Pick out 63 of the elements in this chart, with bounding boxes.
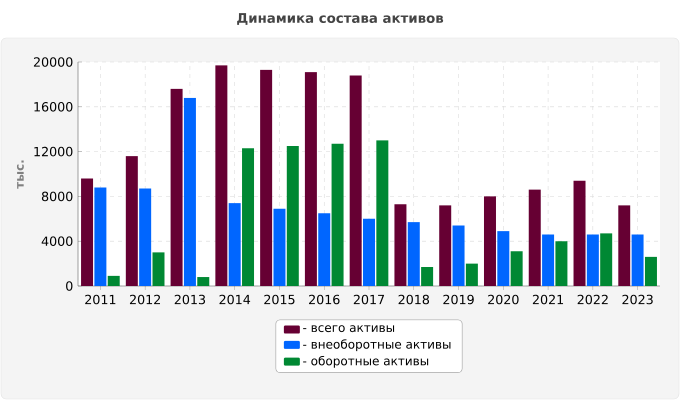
x-tick-label: 2021 [532,294,564,304]
y-tick-label: 4000 [42,236,72,246]
bar [286,146,299,286]
bar [466,264,478,286]
x-tick-label: 2013 [174,294,206,304]
bar [363,218,376,286]
y-axis-title: тыс. [16,160,24,189]
bar [273,208,286,286]
x-tick-label: 2014 [220,294,250,304]
bar [81,178,94,286]
y-tick-label: 0 [66,281,72,291]
x-tick-label: 2018 [398,294,430,304]
bar [184,98,196,286]
bar [242,148,254,286]
bar [139,188,152,286]
y-tick-label: 8000 [42,192,72,202]
bar [497,231,510,286]
chart-title: Динамика состава активов [237,13,444,25]
bar [542,234,554,286]
bar [555,241,568,286]
x-tick-label: 2011 [85,294,116,304]
bar [152,252,164,286]
bar [126,156,138,286]
bar [510,251,523,286]
bar [197,277,210,286]
bar [484,196,496,286]
bar [439,205,452,286]
bar [586,234,599,286]
bar [350,75,362,286]
x-tick-label: 2022 [578,294,608,304]
bar [632,234,644,286]
y-tick-label: 12000 [34,146,72,156]
x-tick-label: 2019 [443,294,474,304]
bar [408,222,420,286]
x-tick-label: 2012 [130,294,160,304]
bar [528,190,541,286]
x-tick-label: 2020 [488,294,519,304]
x-tick-label: 2023 [622,294,653,304]
bar [94,187,106,286]
bar [108,276,120,286]
x-tick-label: 2017 [354,294,384,304]
bar [644,256,657,286]
legend-label: - внеоборотные активы [303,339,450,352]
x-tick-label: 2016 [309,294,340,304]
bar [376,140,388,286]
bar [394,204,406,286]
y-tick-label: 16000 [34,102,72,112]
bar [332,144,344,286]
bar [618,205,630,286]
x-tick-label: 2015 [264,294,294,304]
y-tick-label: 20000 [34,57,72,67]
bar [574,180,586,286]
bar [421,266,434,286]
bar [318,213,330,286]
legend-label: - оборотные активы [303,356,428,368]
bar [170,88,183,286]
bar [600,233,612,286]
bar [304,72,317,286]
bar [260,70,272,286]
bar [215,65,228,286]
legend-label: - всего активы [303,325,394,332]
bar [228,203,241,286]
bar [452,226,465,286]
